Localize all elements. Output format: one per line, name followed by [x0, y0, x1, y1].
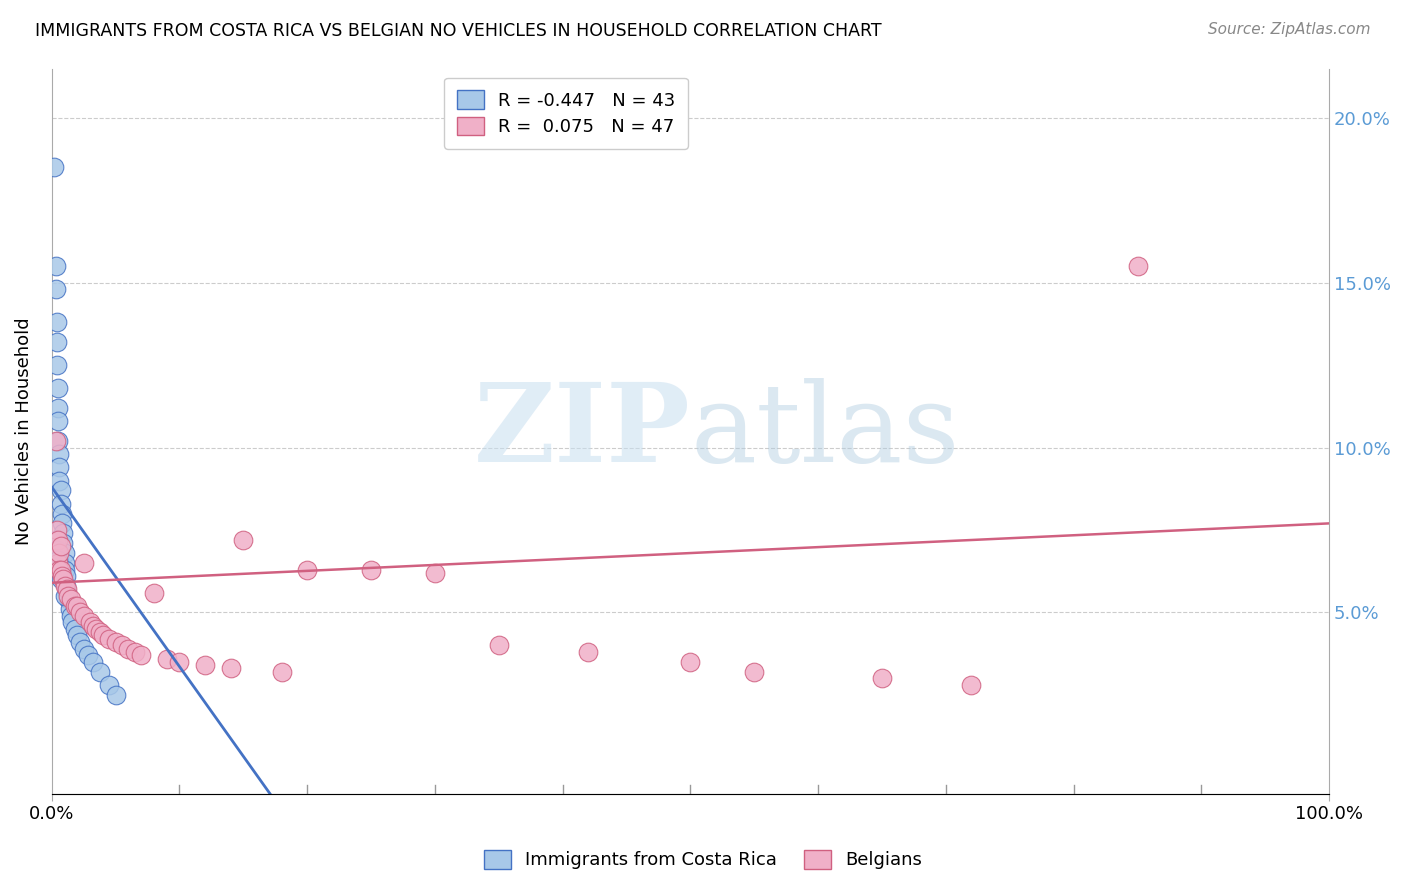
- Point: [52, 536, 75, 550]
- Point: [69, 606, 91, 620]
- Point: [46, 552, 69, 566]
- Point: [73, 608, 96, 623]
- Point: [53, 546, 76, 560]
- Point: [82, 655, 104, 669]
- Point: [169, 655, 191, 669]
- Point: [52, 526, 75, 541]
- Point: [48, 474, 70, 488]
- Text: Source: ZipAtlas.com: Source: ZipAtlas.com: [1208, 22, 1371, 37]
- Point: [270, 665, 292, 679]
- Point: [679, 655, 702, 669]
- Point: [58, 592, 80, 607]
- Point: [49, 483, 72, 498]
- Point: [98, 632, 121, 646]
- Point: [488, 638, 510, 652]
- Point: [46, 434, 69, 448]
- Point: [44, 161, 66, 175]
- Point: [49, 573, 72, 587]
- Point: [297, 562, 319, 576]
- Point: [52, 573, 75, 587]
- Point: [66, 628, 89, 642]
- Point: [86, 622, 108, 636]
- Point: [48, 460, 70, 475]
- Point: [46, 381, 69, 395]
- Point: [59, 602, 82, 616]
- Point: [46, 533, 69, 547]
- Text: ZIP: ZIP: [474, 377, 690, 484]
- Point: [59, 608, 82, 623]
- Point: [69, 635, 91, 649]
- Point: [53, 556, 76, 570]
- Point: [51, 507, 73, 521]
- Point: [104, 635, 127, 649]
- Point: [49, 540, 72, 554]
- Point: [73, 556, 96, 570]
- Point: [124, 645, 146, 659]
- Point: [79, 615, 101, 630]
- Point: [89, 625, 111, 640]
- Point: [742, 665, 765, 679]
- Point: [59, 592, 82, 607]
- Point: [98, 678, 121, 692]
- Point: [360, 562, 382, 576]
- Text: IMMIGRANTS FROM COSTA RICA VS BELGIAN NO VEHICLES IN HOUSEHOLD CORRELATION CHART: IMMIGRANTS FROM COSTA RICA VS BELGIAN NO…: [35, 22, 882, 40]
- Text: atlas: atlas: [690, 377, 960, 484]
- Point: [156, 651, 179, 665]
- Point: [66, 599, 89, 613]
- Point: [45, 335, 67, 350]
- Point: [219, 661, 242, 675]
- Point: [58, 589, 80, 603]
- Point: [56, 585, 79, 599]
- Point: [46, 414, 69, 428]
- Point: [194, 658, 217, 673]
- Legend: Immigrants from Costa Rica, Belgians: Immigrants from Costa Rica, Belgians: [475, 841, 931, 879]
- Point: [89, 665, 111, 679]
- Point: [45, 434, 67, 448]
- Point: [48, 546, 70, 560]
- Point: [55, 579, 77, 593]
- Point: [45, 523, 67, 537]
- Point: [56, 582, 79, 597]
- Point: [870, 671, 893, 685]
- Point: [46, 556, 69, 570]
- Point: [45, 533, 67, 547]
- Point: [576, 645, 599, 659]
- Point: [142, 585, 165, 599]
- Point: [45, 542, 67, 557]
- Point: [53, 579, 76, 593]
- Legend: R = -0.447   N = 43, R =  0.075   N = 47: R = -0.447 N = 43, R = 0.075 N = 47: [444, 78, 688, 149]
- Point: [49, 497, 72, 511]
- Point: [48, 447, 70, 461]
- Point: [49, 562, 72, 576]
- Point: [91, 628, 114, 642]
- Point: [53, 589, 76, 603]
- Point: [232, 533, 254, 547]
- Point: [117, 641, 139, 656]
- Point: [45, 260, 67, 274]
- Point: [73, 641, 96, 656]
- Point: [1126, 260, 1149, 274]
- Point: [63, 599, 86, 613]
- Point: [82, 618, 104, 632]
- Point: [76, 648, 98, 663]
- Point: [45, 315, 67, 329]
- Point: [55, 569, 77, 583]
- Point: [60, 615, 83, 630]
- Point: [960, 678, 983, 692]
- Point: [46, 401, 69, 415]
- Point: [45, 358, 67, 372]
- Point: [51, 569, 73, 583]
- Point: [104, 688, 127, 702]
- Point: [423, 566, 446, 580]
- Point: [129, 648, 152, 663]
- Point: [48, 562, 70, 576]
- Y-axis label: No Vehicles in Household: No Vehicles in Household: [15, 318, 32, 545]
- Point: [111, 638, 134, 652]
- Point: [63, 622, 86, 636]
- Point: [53, 562, 76, 576]
- Point: [45, 282, 67, 296]
- Point: [51, 516, 73, 531]
